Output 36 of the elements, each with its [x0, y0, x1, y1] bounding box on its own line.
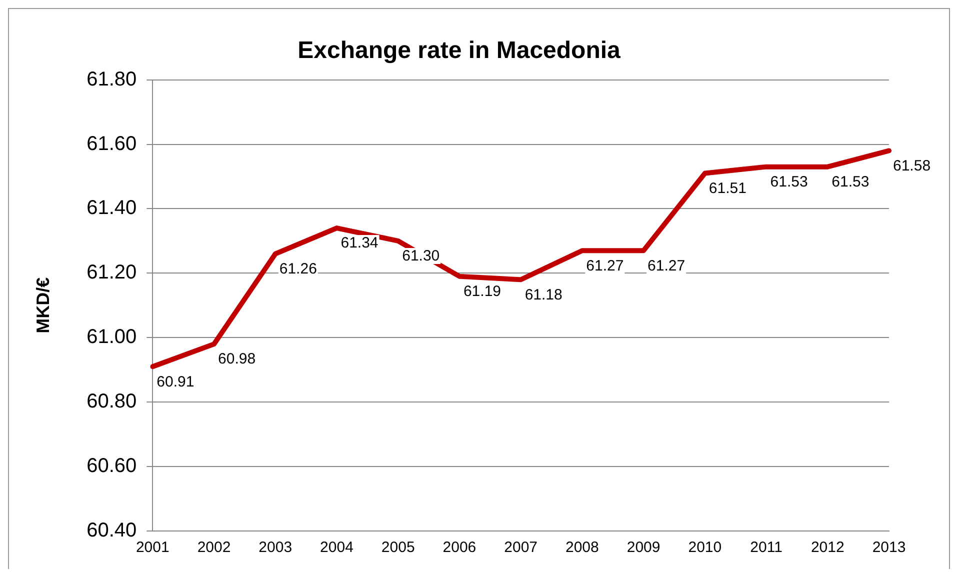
- chart-title: Exchange rate in Macedonia: [298, 37, 622, 64]
- data-label: 61.34: [340, 234, 378, 252]
- x-tick-label: 2008: [566, 539, 599, 556]
- x-tick-label: 2004: [320, 539, 354, 556]
- y-tick-label: 60.40: [86, 520, 137, 542]
- data-label: 60.91: [156, 373, 194, 390]
- data-label: 61.19: [463, 283, 502, 300]
- y-tick-label: 60.60: [86, 455, 137, 478]
- x-tick-label: 2010: [688, 539, 722, 556]
- x-tick-label: 2005: [381, 539, 415, 556]
- data-label: 60.98: [218, 350, 256, 368]
- data-label: 61.51: [708, 180, 746, 197]
- y-tick-label: 61.60: [86, 132, 137, 155]
- x-tick-label: 2011: [750, 539, 782, 556]
- data-label: 61.53: [770, 173, 808, 190]
- x-tick-label: 2001: [136, 539, 170, 556]
- x-tick-label: 2002: [197, 539, 231, 556]
- data-label: 61.58: [893, 157, 931, 174]
- x-tick-label: 2013: [872, 539, 906, 556]
- data-label: 61.18: [524, 286, 562, 304]
- data-label: 61.26: [279, 260, 317, 278]
- y-tick-label: 61.20: [86, 262, 137, 284]
- x-tick-label: 2009: [626, 539, 660, 556]
- y-tick-label: 61.40: [86, 197, 137, 220]
- y-tick-label: 60.80: [86, 390, 137, 413]
- y-tick-label: 61.00: [86, 326, 137, 348]
- data-label: 61.27: [648, 257, 686, 274]
- x-tick-label: 2006: [442, 539, 476, 556]
- data-label: 61.30: [402, 248, 440, 265]
- x-tick-label: 2003: [258, 539, 292, 556]
- y-tick-label: 61.80: [86, 68, 137, 90]
- y-axis-title: MKD/€: [32, 277, 53, 334]
- x-tick-label: 2007: [504, 539, 538, 556]
- data-label: 61.53: [832, 173, 870, 190]
- data-label: 61.27: [586, 257, 624, 274]
- x-tick-label: 2012: [810, 539, 844, 556]
